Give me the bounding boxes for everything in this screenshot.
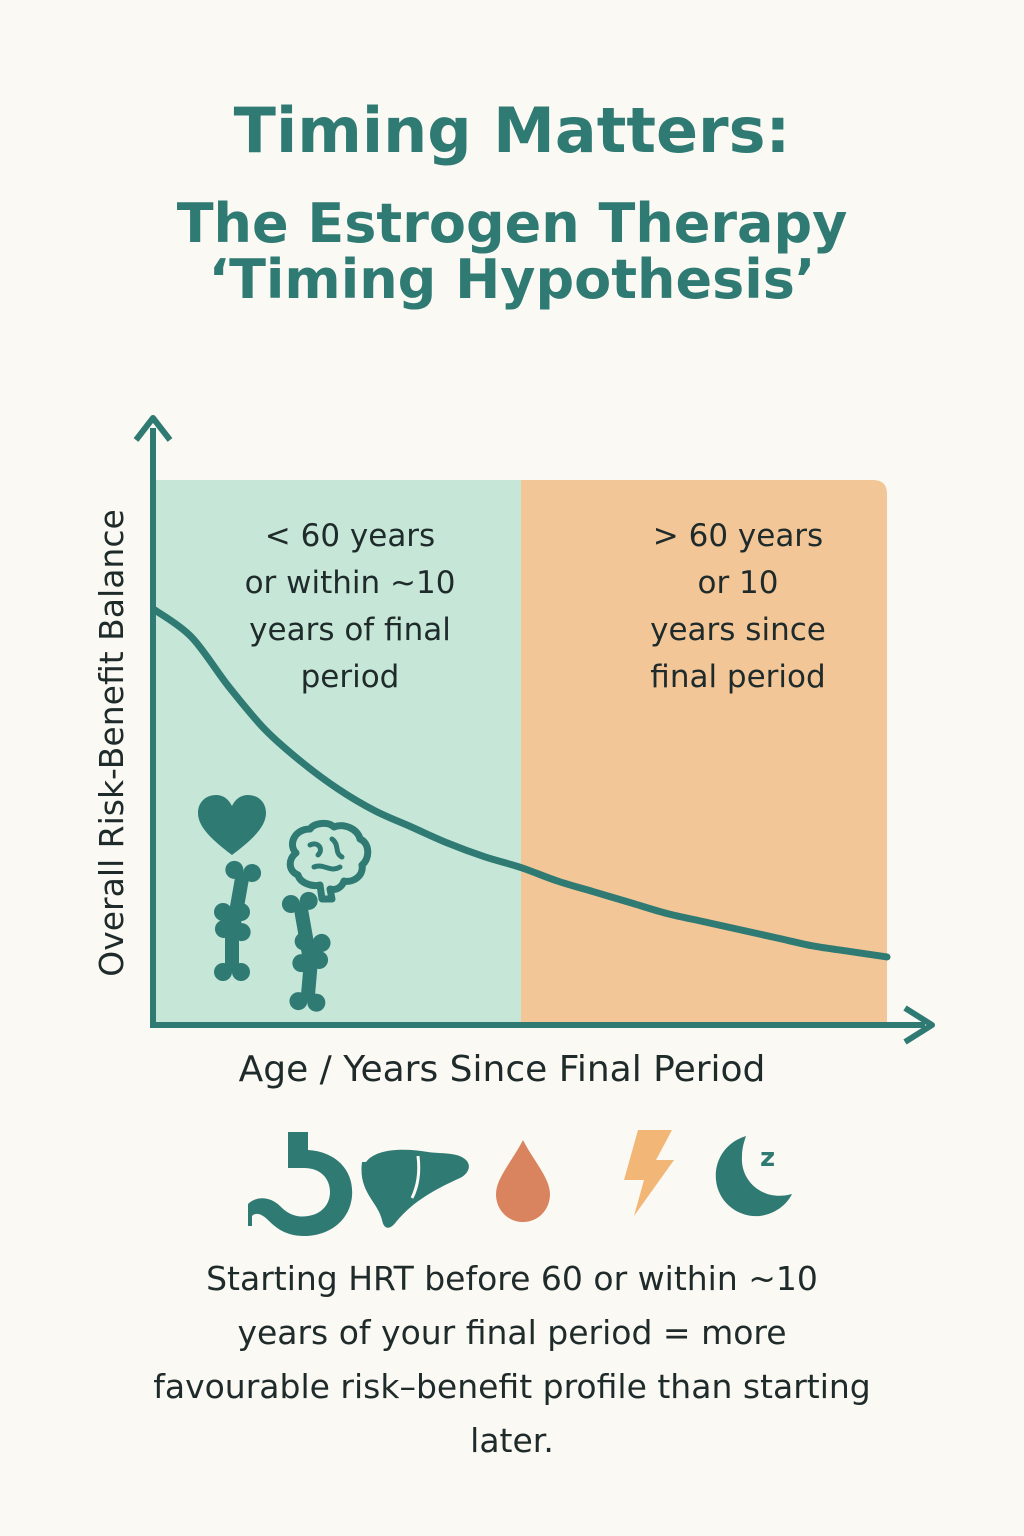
bone-icon [289,932,331,1012]
caption-line-1: Starting HRT before 60 or within ~10 [206,1259,818,1298]
zone-label-line: or 10 [697,565,778,601]
zone-late [521,480,887,1022]
risk-benefit-curve [151,606,891,961]
zone-label-line: final period [650,659,825,695]
stomach-icon [248,1132,353,1236]
caption: Starting HRT before 60 or within ~10 yea… [112,1252,912,1468]
caption-line-2: years of your final period = more [237,1313,787,1352]
zone-early [155,480,521,1022]
subtitle-line-1: The Estrogen Therapy [176,192,848,255]
liver-icon [361,1149,469,1228]
y-axis-arrow [133,415,173,442]
caption-line-3: favourable risk–benefit profile than sta… [153,1367,871,1406]
caption-line-4: later. [470,1421,554,1460]
zone-label-line: or within ~10 [245,565,456,601]
heart-icon [198,795,266,855]
zone-label-line: < 60 years [265,518,435,554]
zone-label-line: period [301,659,400,695]
zone-label-line: years of final [249,612,451,648]
brain-icon [286,819,372,903]
zone-label-line: > 60 years [653,518,823,554]
x-axis-label: Age / Years Since Final Period [239,1049,766,1090]
page-title: Timing Matters: [233,94,791,167]
y-axis-label: Overall Risk-Benefit Balance [92,509,131,977]
bone-icon [214,903,250,981]
lightning-icon [624,1130,674,1216]
sleep-letter: z [760,1143,775,1173]
page-subtitle: The Estrogen Therapy ‘Timing Hypothesis’ [0,196,1024,308]
x-axis-arrow [903,1005,935,1045]
moon-sleep-icon: z [715,1136,792,1217]
subtitle-line-2: ‘Timing Hypothesis’ [208,248,816,311]
drop-icon [496,1140,550,1222]
zone-label-line: years since [650,612,826,648]
